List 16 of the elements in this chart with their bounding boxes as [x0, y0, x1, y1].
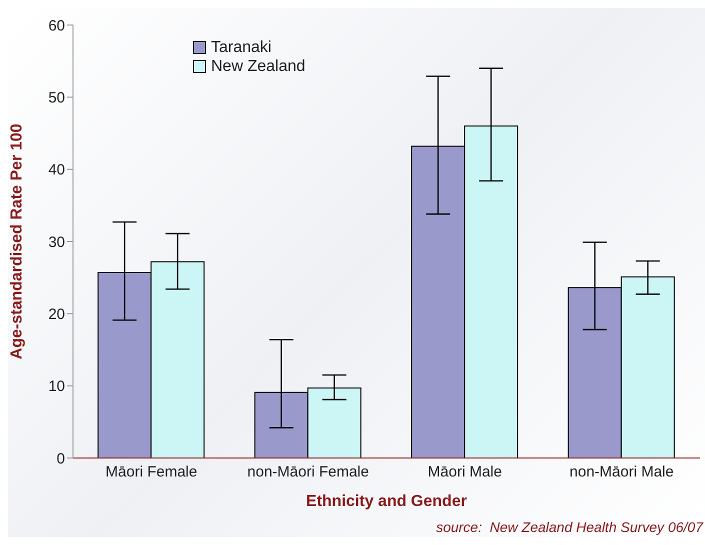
y-axis-title: Age-standardised Rate Per 100: [8, 124, 26, 360]
y-tick-label: 0: [56, 450, 65, 468]
x-tick-label: non-Māori Male: [570, 464, 674, 481]
y-tick-label: 50: [48, 89, 65, 106]
x-tick-label: non-Māori Female: [247, 464, 369, 481]
x-axis-title: Ethnicity and Gender: [306, 493, 467, 510]
y-tick-label: 30: [48, 234, 65, 251]
y-tick-label: 40: [48, 162, 65, 179]
legend-label: Taranaki: [211, 38, 272, 57]
legend-label: New Zealand: [211, 57, 306, 76]
y-tick-label: 10: [48, 378, 65, 396]
x-tick-label: Māori Male: [428, 464, 502, 481]
y-tick-label: 20: [48, 306, 65, 323]
source-note: source: New Zealand Health Survey 06/07: [436, 519, 703, 535]
x-tick-label: Māori Female: [106, 464, 198, 481]
y-tick-label: 60: [48, 17, 65, 34]
